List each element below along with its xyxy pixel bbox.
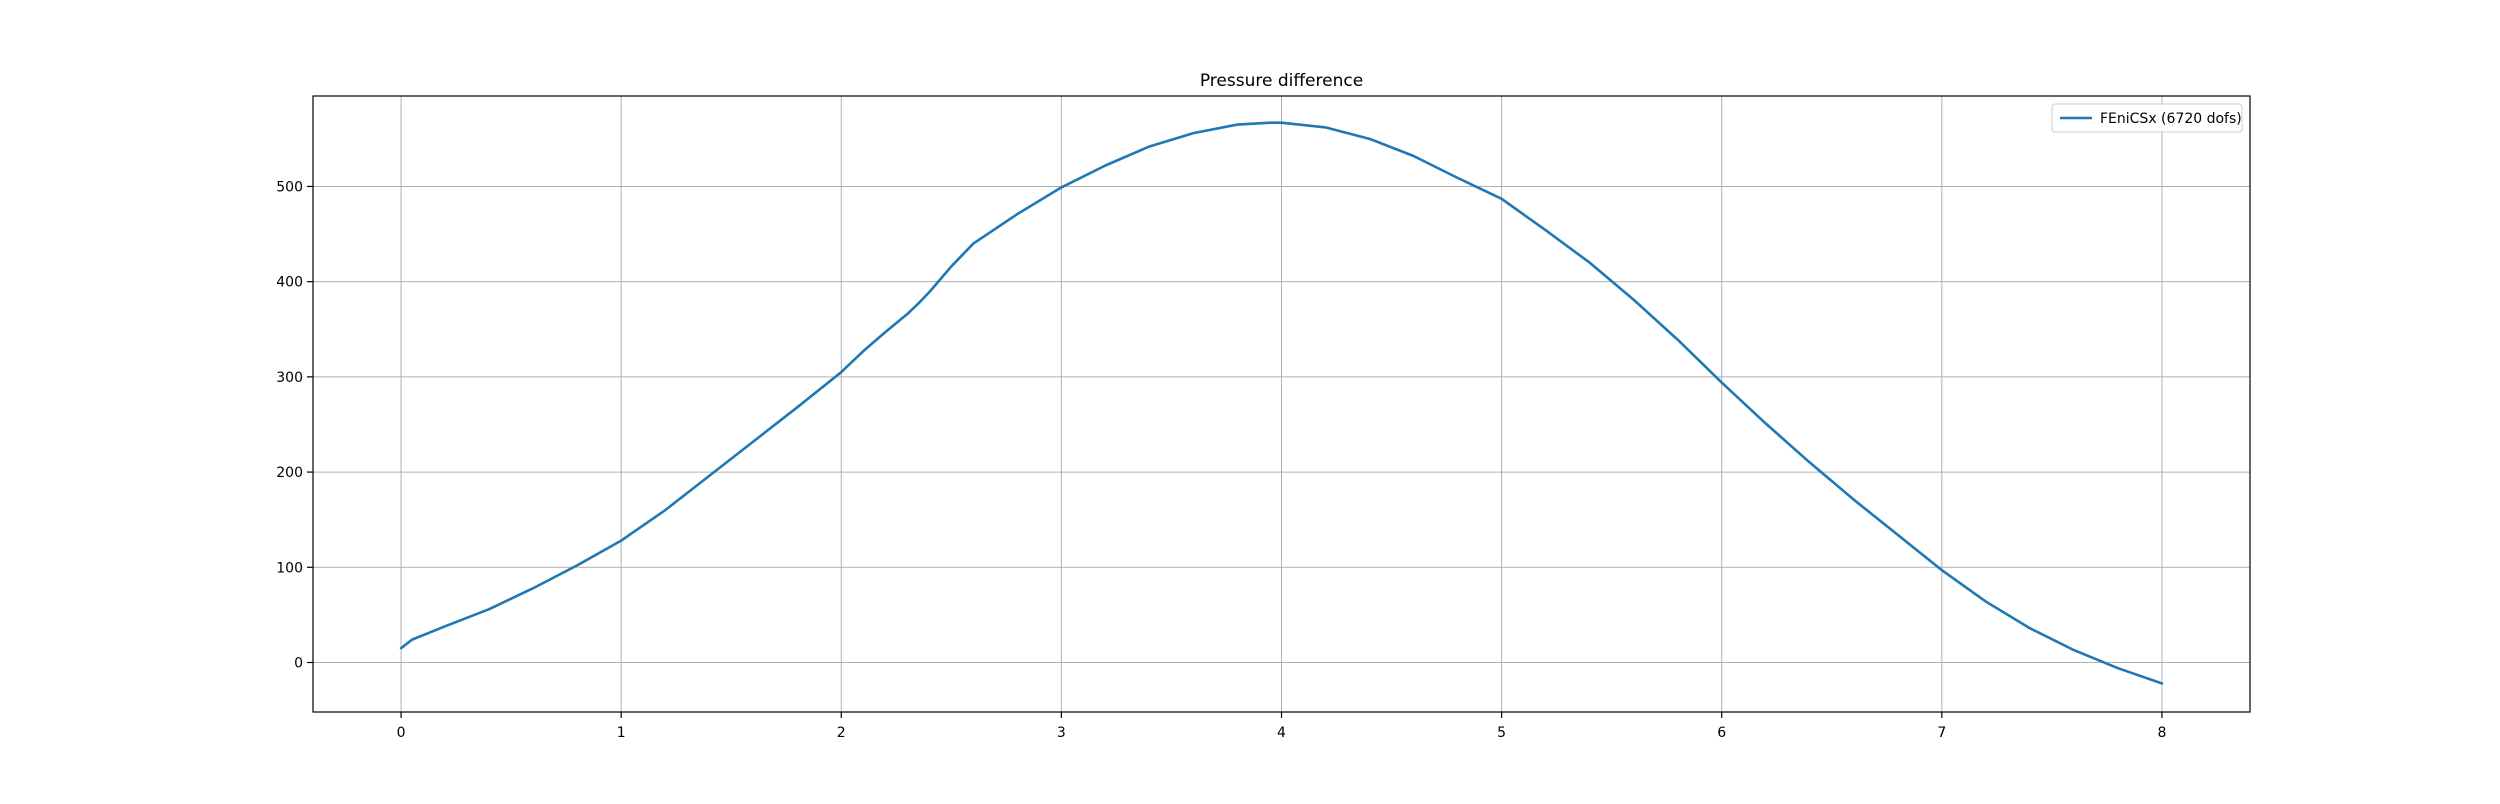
legend-label: FEniCSx (6720 dofs) [2100,111,2242,127]
chart-title: Pressure difference [1200,71,1363,91]
series-line-0 [399,121,2164,685]
y-tick-label: 500 [276,179,303,195]
x-tick-label: 8 [2157,725,2166,741]
x-axis: 0 1 2 3 4 5 6 7 8 [397,712,2166,741]
x-tick-label: 3 [1057,725,1066,741]
x-tick-label: 4 [1277,725,1286,741]
legend-box [2051,103,2243,133]
grid-lines [313,96,2250,712]
y-tick-label: 200 [276,465,303,481]
x-tick-label: 0 [397,725,406,741]
x-tick-label: 6 [1717,725,1726,741]
y-axis: 0 100 200 300 400 500 [276,179,313,671]
y-tick-label: 300 [276,370,303,386]
x-tick-label: 7 [1937,725,1946,741]
x-tick-label: 5 [1497,725,1506,741]
y-tick-label: 400 [276,275,303,291]
x-tick-label: 2 [837,725,846,741]
x-tick-label: 1 [617,725,626,741]
legend: FEniCSx (6720 dofs) [2051,103,2243,133]
series-layer [399,121,2164,685]
y-tick-label: 100 [276,560,303,576]
y-tick-label: 0 [294,655,303,671]
